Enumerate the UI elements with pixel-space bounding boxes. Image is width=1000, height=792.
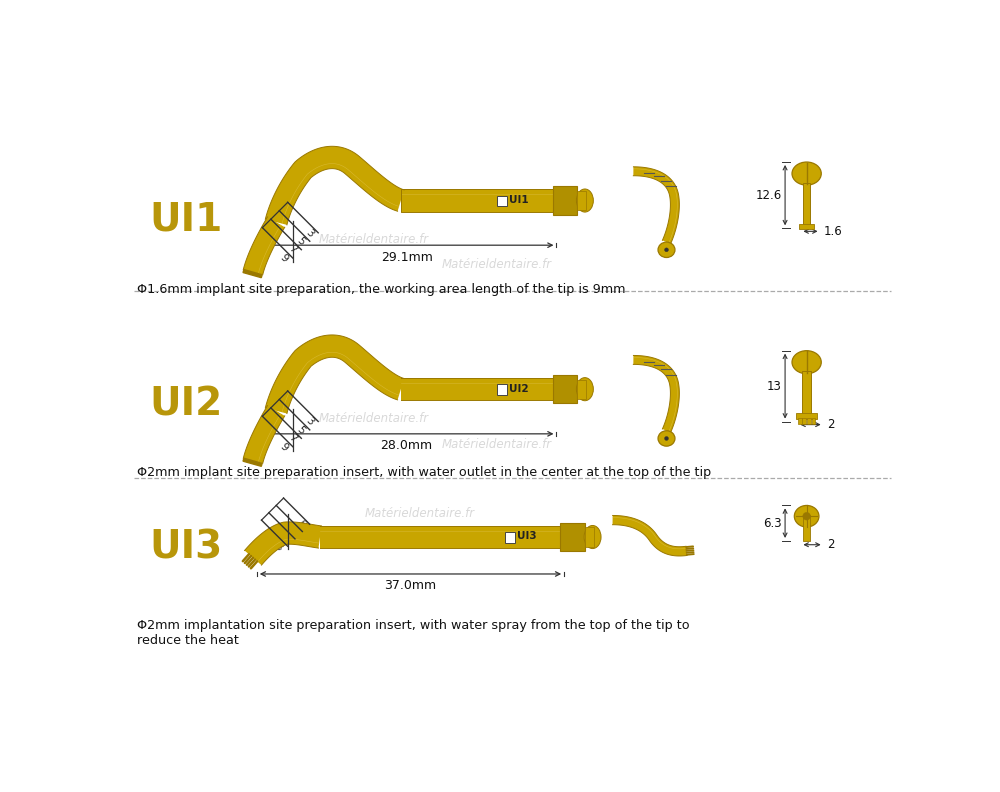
Text: 12.6: 12.6 (756, 188, 782, 202)
Text: 2: 2 (827, 418, 834, 431)
Text: 10: 10 (277, 531, 293, 546)
Polygon shape (633, 167, 679, 244)
Bar (505, 532, 515, 543)
Text: UI1: UI1 (509, 195, 529, 205)
Polygon shape (243, 459, 262, 466)
Text: Matérieldentaire.fr: Matérieldentaire.fr (427, 533, 537, 546)
Text: 9: 9 (278, 441, 290, 453)
Polygon shape (265, 147, 404, 225)
Ellipse shape (792, 351, 821, 374)
Polygon shape (401, 378, 553, 400)
Ellipse shape (576, 378, 593, 401)
Text: 6.3: 6.3 (763, 516, 782, 530)
Polygon shape (243, 269, 262, 278)
Text: UI3: UI3 (517, 531, 536, 542)
Text: 28.0mm: 28.0mm (381, 440, 433, 452)
Polygon shape (243, 406, 285, 463)
Text: 7: 7 (286, 432, 298, 444)
Text: 3: 3 (303, 416, 315, 428)
Text: 29.1mm: 29.1mm (381, 250, 433, 264)
Bar (585, 527, 594, 546)
Bar (577, 191, 586, 210)
Text: Matérieldentaire.fr: Matérieldentaire.fr (442, 438, 552, 451)
Circle shape (803, 512, 810, 520)
Text: 37.0mm: 37.0mm (384, 580, 437, 592)
Bar (802, 418, 806, 424)
Text: 5: 5 (295, 424, 307, 436)
Polygon shape (613, 516, 687, 556)
FancyBboxPatch shape (560, 523, 585, 551)
Text: 13: 13 (767, 379, 782, 393)
Text: UI3: UI3 (149, 528, 222, 566)
Text: 5: 5 (295, 235, 307, 247)
Ellipse shape (792, 162, 821, 185)
Text: Φ2mm implantation site preparation insert, with water spray from the top of the : Φ2mm implantation site preparation inser… (137, 619, 689, 646)
Bar (798, 418, 802, 424)
Bar (807, 418, 811, 424)
Text: Φ2mm implant site preparation insert, with water outlet in the center at the top: Φ2mm implant site preparation insert, wi… (137, 466, 711, 479)
Polygon shape (633, 356, 679, 432)
Polygon shape (401, 189, 553, 211)
Text: Matérieldentaire.fr: Matérieldentaire.fr (442, 258, 552, 271)
Ellipse shape (658, 431, 675, 446)
Bar (799, 224, 814, 229)
Ellipse shape (584, 525, 601, 549)
Circle shape (665, 436, 668, 440)
Text: UI2: UI2 (149, 386, 222, 424)
Text: UI1: UI1 (149, 201, 222, 238)
Text: Φ1.6mm implant site preparation, the working area length of the tip is 9mm: Φ1.6mm implant site preparation, the wor… (137, 283, 625, 296)
Text: UI2: UI2 (509, 383, 529, 394)
Polygon shape (265, 335, 404, 413)
Bar (803, 515, 810, 541)
Polygon shape (320, 526, 560, 548)
Text: 7: 7 (286, 244, 298, 256)
FancyBboxPatch shape (553, 186, 577, 215)
Text: 13: 13 (270, 539, 285, 554)
Text: 2: 2 (827, 539, 834, 551)
Text: Matérieldentaire.fr: Matérieldentaire.fr (319, 412, 429, 425)
Ellipse shape (658, 242, 675, 257)
Polygon shape (245, 522, 322, 565)
Text: 1.6: 1.6 (824, 225, 842, 238)
Text: Matérieldentaire.fr: Matérieldentaire.fr (365, 508, 475, 520)
Ellipse shape (576, 189, 593, 212)
Polygon shape (243, 217, 285, 275)
Bar (802, 371, 811, 414)
Circle shape (665, 248, 668, 252)
Bar (497, 384, 507, 394)
FancyBboxPatch shape (553, 375, 577, 403)
Text: 8: 8 (289, 526, 300, 537)
Bar (497, 196, 507, 206)
Bar (796, 413, 817, 419)
Text: 6: 6 (296, 519, 307, 530)
Bar (803, 183, 810, 226)
Text: 3: 3 (303, 227, 315, 238)
Ellipse shape (794, 505, 819, 527)
Text: 9: 9 (278, 252, 290, 264)
Text: Matérieldentaire.fr: Matérieldentaire.fr (319, 233, 429, 246)
Bar (812, 418, 815, 424)
Bar (577, 379, 586, 399)
